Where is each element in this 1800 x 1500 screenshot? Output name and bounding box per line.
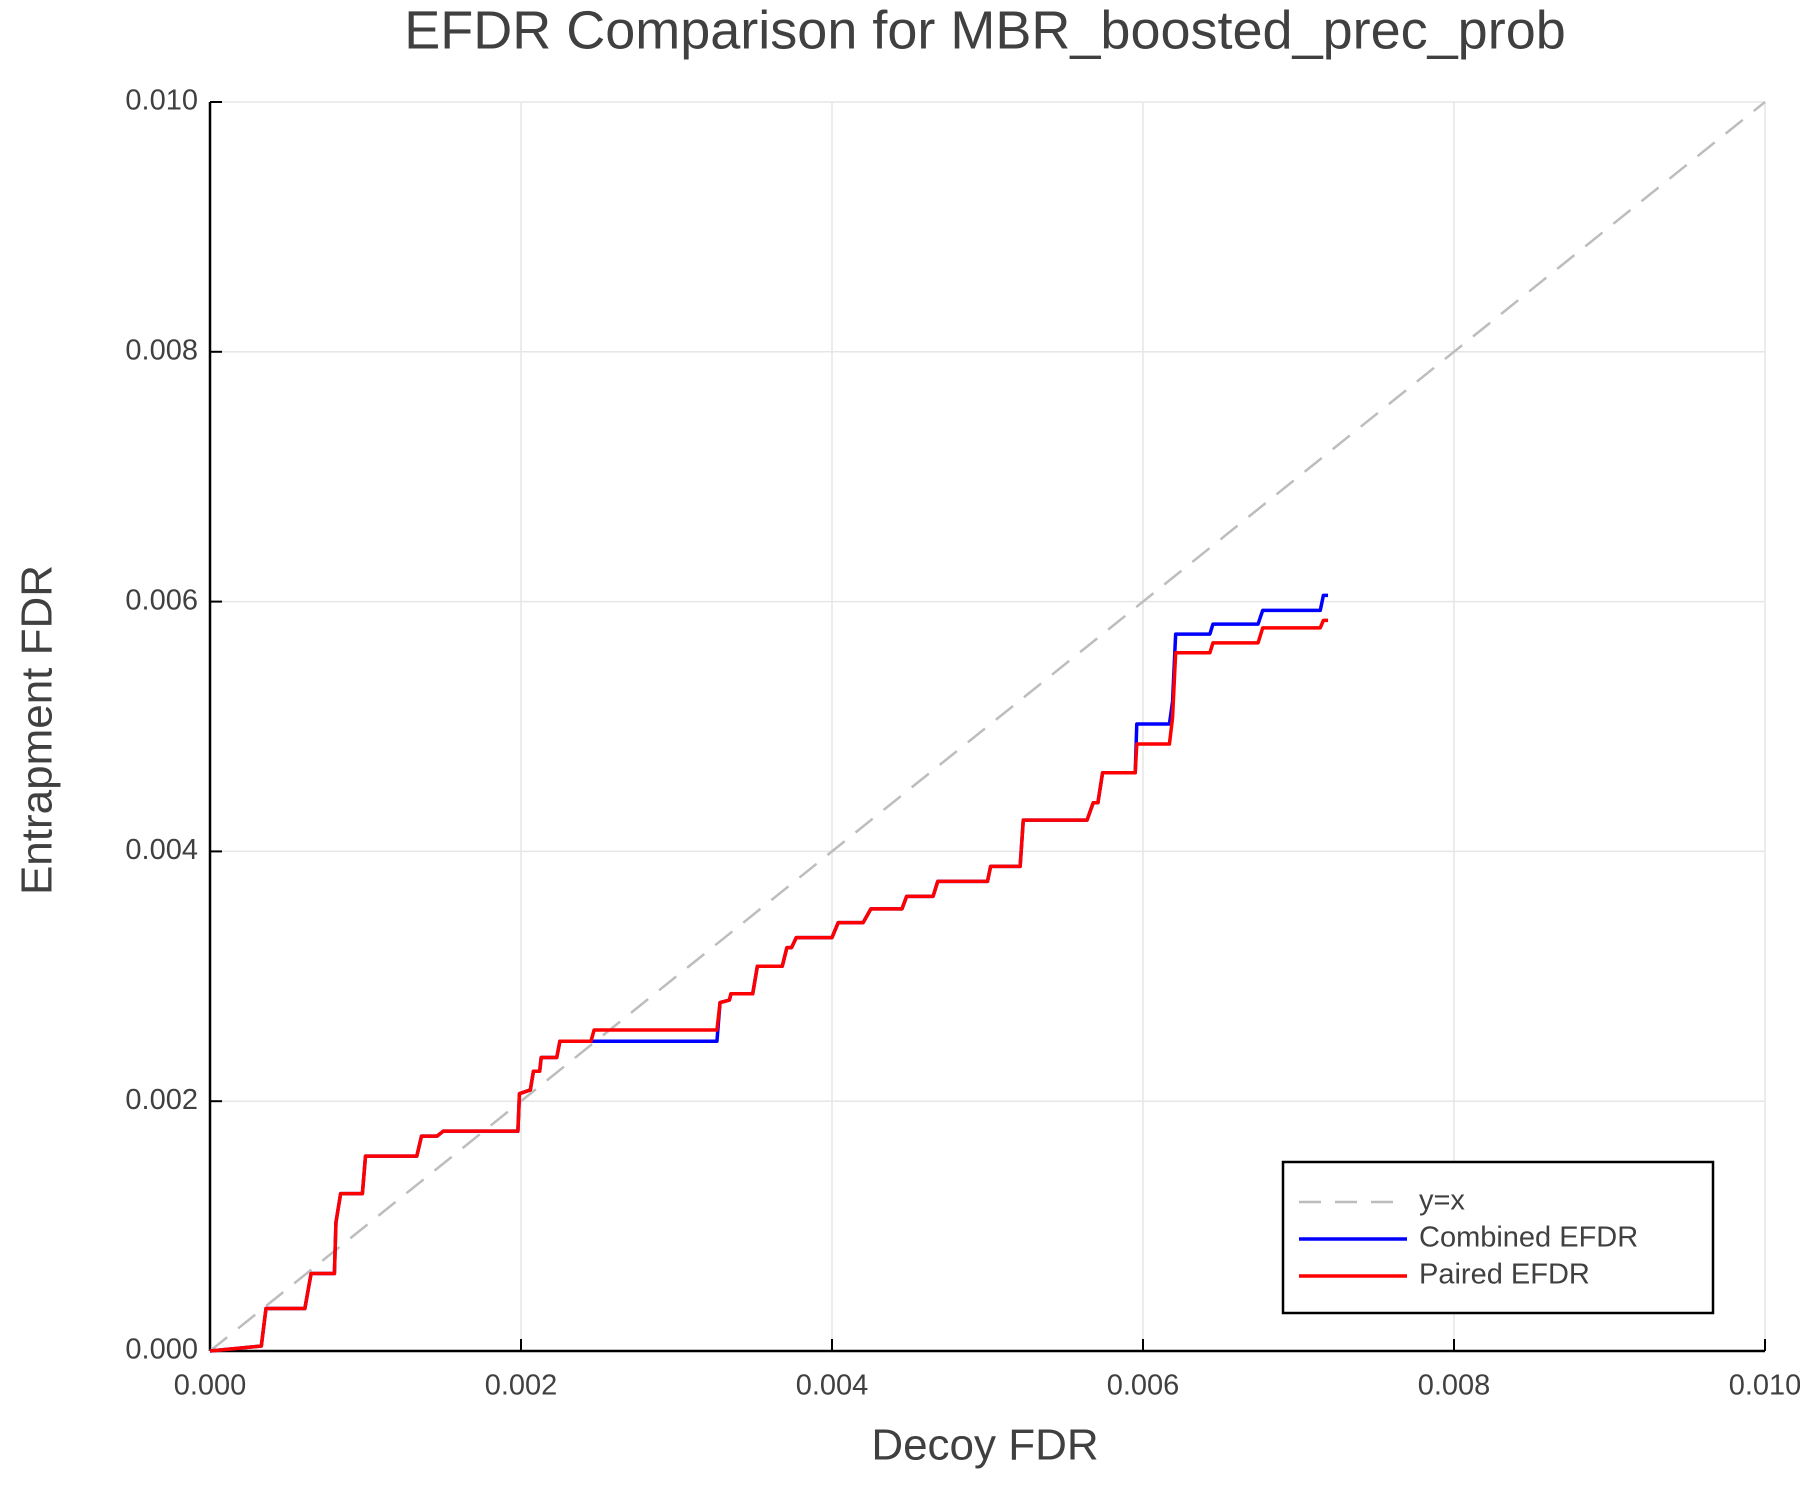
y-tick-label: 0.008 [125,334,198,366]
y-tick-label: 0.000 [125,1334,198,1366]
x-axis-label: Decoy FDR [871,1421,1098,1470]
x-tick-label: 0.000 [174,1370,247,1402]
x-tick-label: 0.004 [796,1370,869,1402]
chart-title: EFDR Comparison for MBR_boosted_prec_pro… [404,0,1566,60]
data-line [209,618,1329,1353]
y-tick-label: 0.006 [125,584,198,616]
legend-label: Combined EFDR [1419,1222,1638,1254]
legend: y=x Combined EFDR Paired EFDR [1281,1160,1715,1315]
x-tick-label: 0.002 [485,1370,558,1402]
x-tick-label: 0.006 [1107,1370,1180,1402]
y-tick-label: 0.010 [125,85,198,117]
x-tick-label: 0.008 [1418,1370,1491,1402]
y-tick-label: 0.002 [125,1084,198,1116]
x-tick-label: 0.010 [1729,1370,1800,1402]
data-line [209,593,1329,1353]
y-tick-label: 0.004 [125,834,198,866]
data-line [209,101,1766,1352]
legend-label: y=x [1419,1185,1465,1217]
legend-label: Paired EFDR [1419,1259,1590,1291]
y-axis-label: Entrapment FDR [13,565,62,895]
